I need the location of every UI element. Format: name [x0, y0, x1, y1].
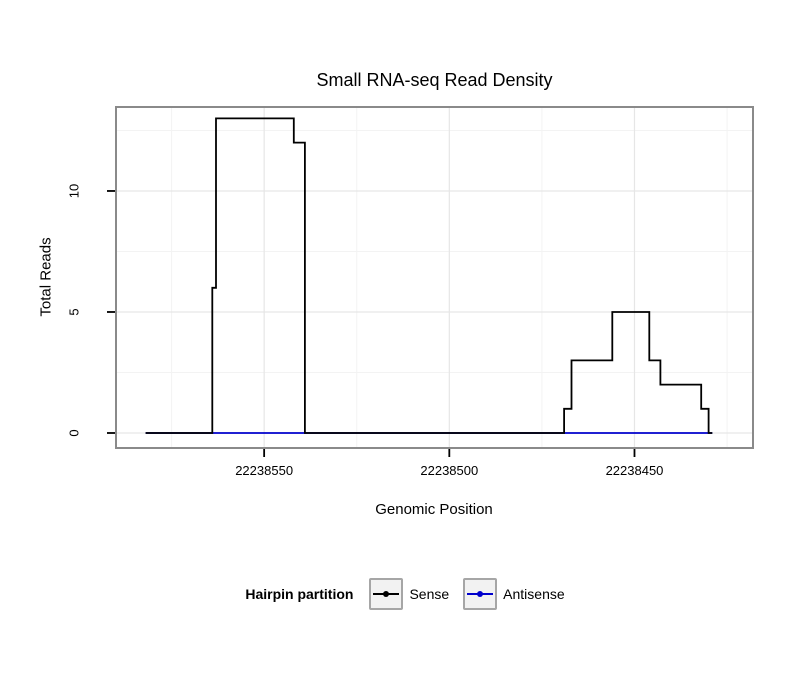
y-tick-label: 0 [67, 429, 82, 436]
legend-entry-antisense: Antisense [463, 578, 565, 610]
legend-entry-sense: Sense [369, 578, 449, 610]
panel-border [115, 106, 754, 449]
legend-key-antisense [463, 578, 498, 610]
y-tick-label: 5 [67, 308, 82, 315]
x-tick-label: 22238450 [606, 463, 664, 478]
plot-area: 22238550 22238500 22238450 0 5 10 Genomic Pos… [37, 106, 754, 518]
legend-key-glyph-sense [373, 591, 400, 597]
x-tick-label: 22238500 [420, 463, 478, 478]
y-tick-label: 10 [67, 184, 82, 198]
legend-label-sense: Sense [409, 586, 450, 602]
legend: Hairpin partition Sense Antisense [0, 578, 810, 610]
legend-entries: Sense Antisense [369, 578, 565, 610]
legend-key-sense [369, 578, 404, 610]
legend-key-glyph-antisense [467, 591, 494, 597]
series-line-sense [145, 117, 713, 434]
y-axis-title: Total Reads [37, 237, 54, 316]
legend-title: Hairpin partition [245, 586, 354, 602]
panel-background [116, 107, 753, 448]
x-axis-title: Genomic Position [375, 501, 493, 518]
x-tick-label: 22238550 [235, 463, 293, 478]
chart-title: Small RNA-seq Read Density [316, 70, 553, 90]
legend-label-antisense: Antisense [503, 586, 565, 602]
